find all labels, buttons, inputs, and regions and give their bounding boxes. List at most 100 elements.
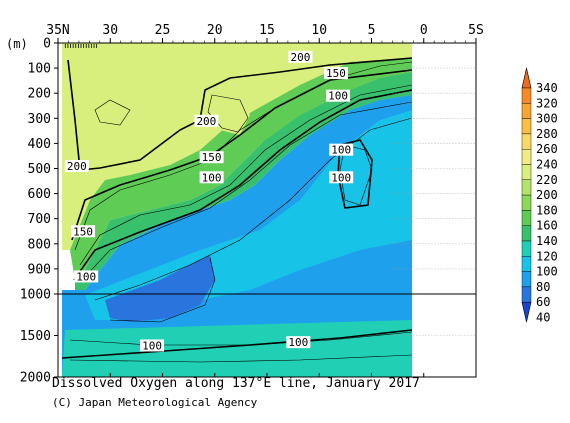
contour-label: 100 (142, 339, 162, 352)
contour-label-bg (140, 339, 165, 352)
colorbar-swatch (521, 240, 532, 257)
colorbar-swatch (521, 164, 532, 181)
colorbar-label: 240 (536, 158, 558, 172)
colorbar-label: 180 (536, 203, 558, 217)
contour-label-bg (288, 50, 313, 63)
y-tick-label: 2000 (20, 371, 51, 386)
x-tick-label: 5 (368, 23, 376, 38)
contour-label: 150 (202, 151, 222, 164)
x-tick-label: 25 (155, 23, 171, 38)
colorbar-swatch (521, 225, 532, 242)
y-tick-label: 900 (28, 262, 51, 277)
contour-line (339, 144, 373, 206)
colorbar-swatch (521, 210, 532, 226)
y-tick-label: 1000 (20, 288, 51, 303)
colorbar-label: 40 (536, 311, 550, 325)
fill-band-80-mid (85, 110, 412, 320)
y-tick-label: 600 (28, 187, 51, 202)
colorbar-swatch (521, 133, 532, 150)
contour-label: 100 (202, 171, 222, 184)
colorbar-label: 100 (536, 265, 558, 279)
contour-label: 150 (73, 225, 93, 238)
x-tick-label: 15 (259, 23, 275, 38)
colorbar-label: 200 (536, 188, 558, 202)
depth-unit-label: (m) (6, 37, 28, 51)
contour-label-bg (199, 171, 224, 184)
colorbar-label: 120 (536, 249, 558, 263)
contour-label: 100 (328, 90, 348, 103)
fill-band-160 (62, 43, 412, 250)
contour-100-line (73, 89, 413, 281)
x-tick-label: 30 (102, 23, 118, 38)
y-tick-label: 200 (28, 87, 51, 102)
colorbar-label: 220 (536, 173, 558, 187)
depth-axis: 0 100 200 300 400 500 600 700 800 900 1000 1500 2000 (20, 37, 58, 386)
y-tick-label: 400 (28, 137, 51, 152)
contour-label: 100 (331, 171, 351, 184)
y-tick-label: 800 (28, 237, 51, 252)
colorbar-swatch (521, 118, 532, 135)
colorbar-swatch (521, 103, 532, 119)
x-tick-label: 35N (46, 23, 69, 38)
latitude-axis: 35N 30 25 20 15 10 5 0 5S (46, 23, 484, 377)
colorbar-label: 80 (536, 280, 550, 294)
contour-label-bg (329, 171, 354, 184)
contour-line (69, 354, 413, 363)
oxygen-fill (58, 43, 412, 377)
contour-label: 200 (196, 115, 216, 128)
colorbar-swatch (521, 256, 532, 272)
contour-label-bg (329, 143, 354, 156)
x-tick-label: 5S (468, 23, 484, 38)
contour-label: 100 (331, 144, 351, 157)
x-tick-label: 10 (311, 23, 327, 38)
colorbar-label: 340 (536, 81, 558, 95)
contour-label-bg (71, 225, 96, 238)
colorbar-label: 140 (536, 234, 558, 248)
colorbar-swatch (521, 194, 532, 211)
contour-label-bg (64, 159, 89, 172)
fill-band-60 (105, 255, 215, 322)
contour-line (94, 117, 413, 301)
contour-label: 150 (326, 67, 346, 80)
colorbar-swatch (521, 148, 532, 165)
contour-line (79, 84, 413, 266)
contour-label: 100 (76, 270, 96, 283)
no-data-north (58, 43, 62, 377)
y-tick-label: 100 (28, 62, 51, 77)
colorbar-top-arrow (521, 67, 532, 89)
colorbar-swatch (521, 87, 532, 104)
x-tick-label: 20 (207, 23, 223, 38)
contour-label: 200 (67, 160, 87, 173)
colorbar-swatch (521, 271, 532, 288)
y-tick-label: 500 (28, 162, 51, 177)
y-tick-label: 300 (28, 112, 51, 127)
y-tick-label: 1500 (20, 329, 51, 344)
colorbar-label: 160 (536, 219, 558, 233)
colorbar-bottom-arrow (521, 301, 532, 323)
contour-line (81, 101, 413, 281)
colorbar-label: 60 (536, 295, 550, 309)
contour-label-bg (199, 151, 224, 164)
chart-title: Dissolved Oxygen along 137°E line, Janua… (52, 376, 420, 391)
contour-label-bg (74, 270, 99, 283)
colorbar-label: 320 (536, 96, 558, 110)
contour-line (109, 257, 216, 323)
contour-label-bg (194, 114, 219, 127)
x-tick-label: 0 (420, 23, 428, 38)
colorbar-swatch (521, 286, 532, 303)
contour-label: 100 (288, 336, 308, 349)
y-tick-label: 700 (28, 212, 51, 227)
colorbar-label: 280 (536, 127, 558, 141)
colorbar-swatch (521, 179, 532, 196)
colorbar-label: 260 (536, 142, 558, 156)
chart-credit: (C) Japan Meteorological Agency (52, 396, 258, 409)
depth-gridlines (392, 67, 476, 336)
contour-label-bg (326, 89, 351, 102)
fill-band-80-deep (62, 320, 412, 377)
contour-100-deep-line (61, 329, 413, 359)
contour-label: 200 (291, 51, 311, 64)
colorbar-label: 300 (536, 112, 558, 126)
contour-labels: 200 200 200 150 150 150 100 100 100 100 100 100 100 (64, 50, 354, 352)
